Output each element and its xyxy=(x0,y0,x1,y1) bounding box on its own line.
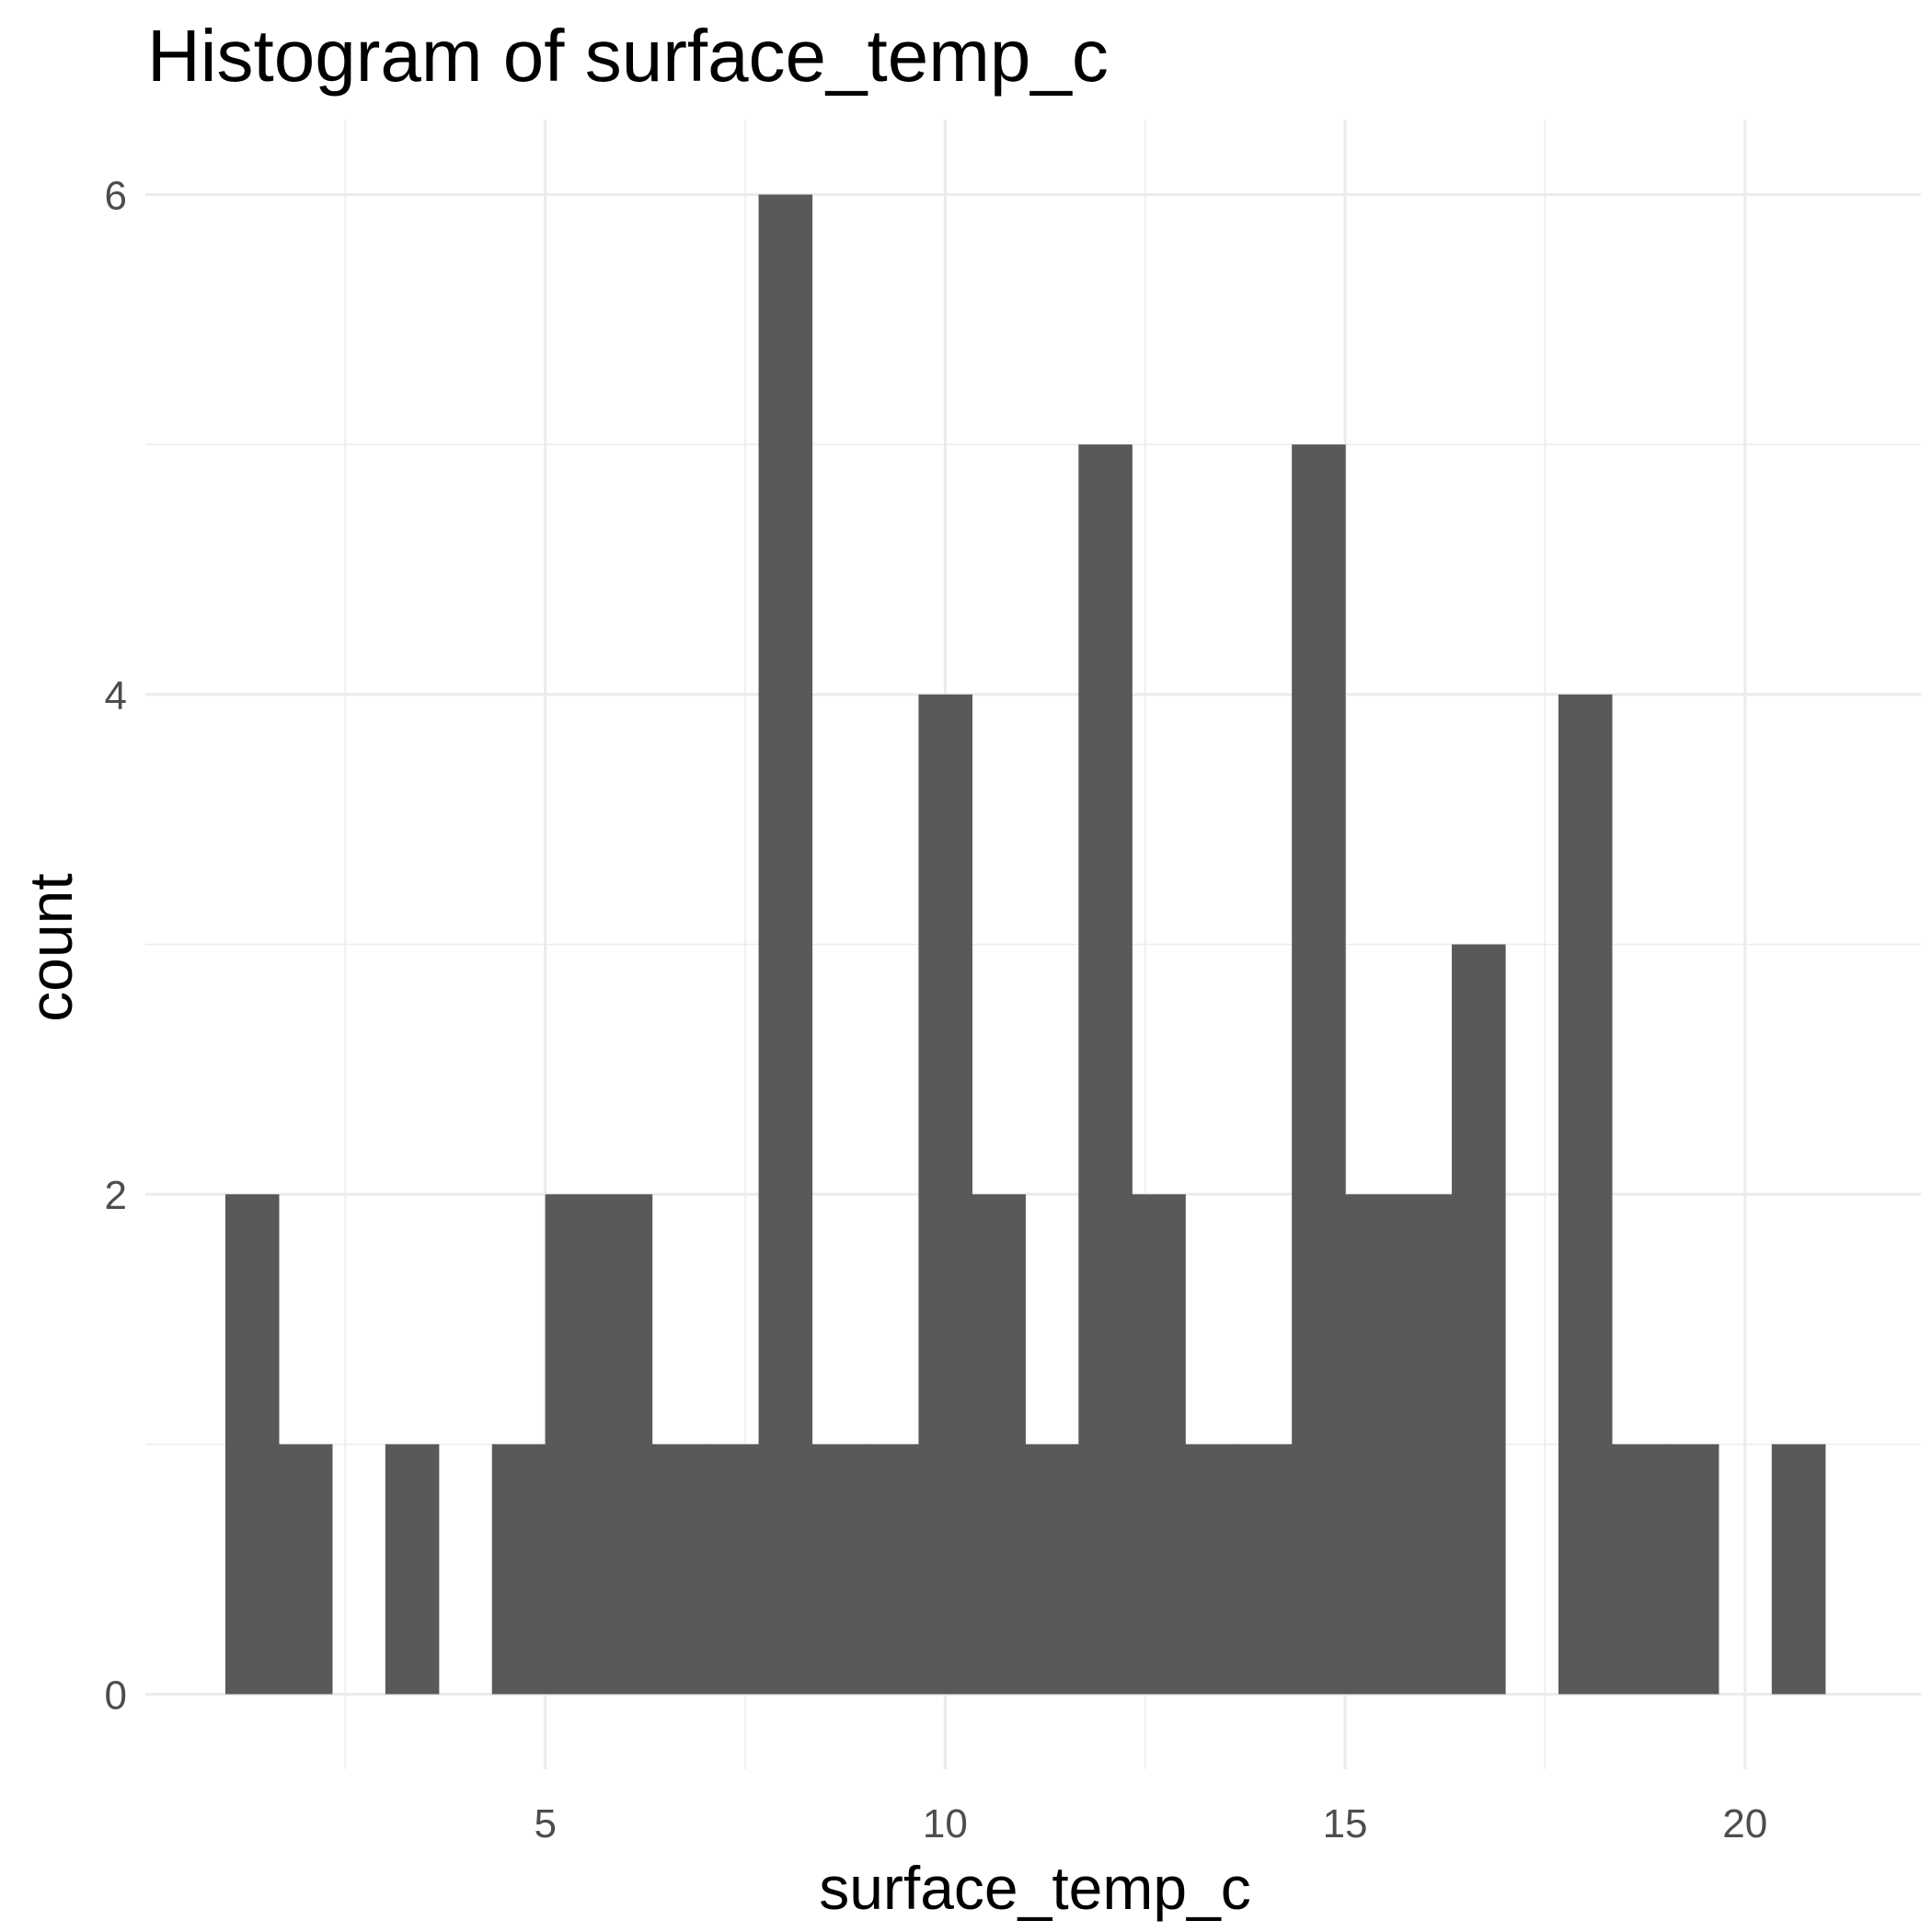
histogram-bar xyxy=(545,1194,600,1695)
y-axis-title: count xyxy=(17,873,85,1021)
histogram-bars xyxy=(224,194,1826,1695)
x-tick-label: 5 xyxy=(534,1801,556,1846)
x-tick-label: 20 xyxy=(1722,1801,1767,1846)
histogram-bar xyxy=(1345,1194,1399,1695)
histogram-bar xyxy=(1025,1443,1079,1695)
histogram-bar xyxy=(1771,1443,1826,1695)
histogram-bar xyxy=(811,1443,867,1695)
histogram-bar xyxy=(1238,1443,1293,1695)
histogram-bar xyxy=(1452,944,1506,1695)
chart-title: Histogram of surface_temp_c xyxy=(147,15,1109,97)
histogram-bar xyxy=(705,1443,760,1695)
y-tick-label: 2 xyxy=(105,1173,127,1218)
histogram-bar xyxy=(598,1194,653,1695)
histogram-bar xyxy=(1078,444,1133,1695)
y-tick-label: 6 xyxy=(105,174,127,219)
histogram-bar xyxy=(1132,1194,1186,1695)
histogram-bar xyxy=(651,1443,707,1695)
histogram-bar xyxy=(385,1443,440,1695)
histogram-bar xyxy=(758,194,813,1695)
histogram-bar xyxy=(972,1194,1026,1695)
y-tick-label: 4 xyxy=(105,673,127,719)
histogram-bar xyxy=(1292,444,1346,1695)
x-axis-title: surface_temp_c xyxy=(819,1854,1251,1922)
histogram-bar xyxy=(1185,1443,1239,1695)
y-tick-label: 0 xyxy=(105,1673,127,1719)
histogram-bar xyxy=(278,1443,333,1695)
histogram-bar xyxy=(1398,1194,1453,1695)
histogram-bar xyxy=(865,1443,920,1695)
histogram-bar xyxy=(918,694,972,1695)
x-tick-label: 10 xyxy=(923,1801,968,1846)
histogram-bar xyxy=(1664,1443,1719,1695)
histogram-bar xyxy=(491,1443,546,1695)
histogram-bar xyxy=(1611,1443,1666,1695)
x-tick-label: 15 xyxy=(1323,1801,1368,1846)
histogram-bar xyxy=(1558,694,1613,1695)
tick-labels: 5 10 15 20 0 2 4 6 xyxy=(105,174,1768,1847)
histogram-bar xyxy=(224,1194,280,1695)
